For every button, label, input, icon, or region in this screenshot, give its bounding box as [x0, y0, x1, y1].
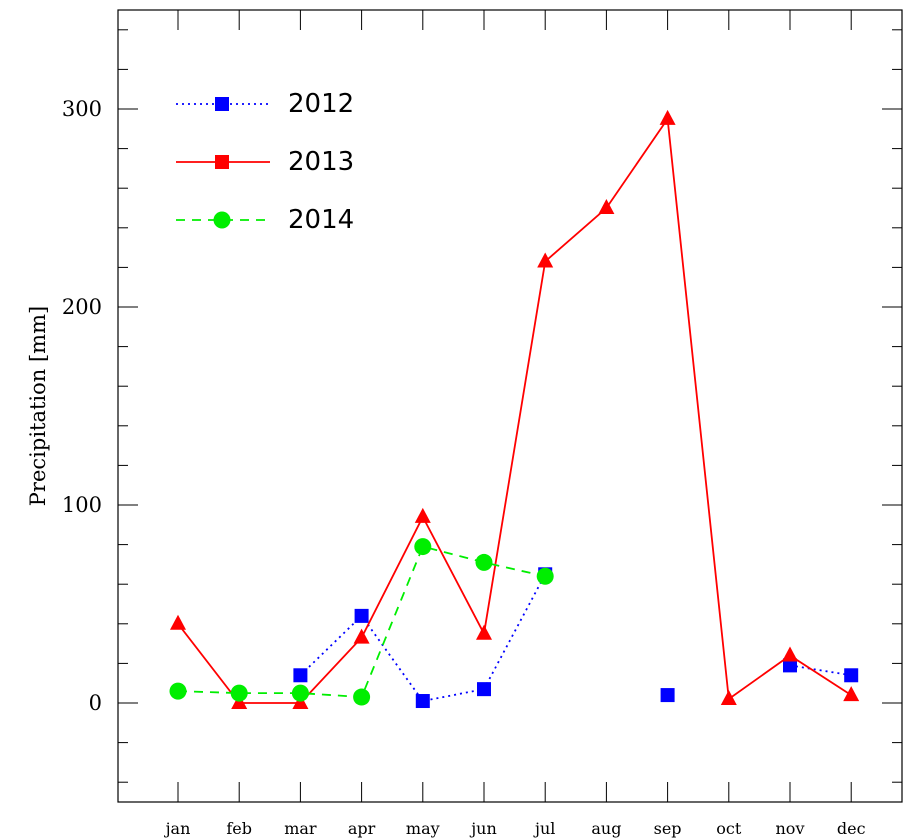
data-point-2014-apr	[353, 688, 371, 706]
series-line-2013	[177, 116, 852, 704]
legend-label: 2012	[288, 89, 354, 119]
data-point-2012-jun	[477, 682, 491, 697]
y-tick-label: 300	[62, 97, 102, 121]
data-point-2013-may	[414, 507, 431, 523]
x-tick-label: may	[406, 819, 440, 838]
data-point-2014-jul	[536, 567, 554, 585]
data-point-2013-oct	[720, 690, 737, 706]
y-tick-label: 0	[89, 691, 102, 715]
x-tick-label: mar	[284, 819, 317, 838]
legend-marker	[213, 211, 231, 229]
plot-frame	[117, 9, 903, 803]
plot-border	[117, 9, 903, 803]
series-2014	[169, 538, 554, 706]
x-tick-label: aug	[591, 819, 621, 838]
legend-item-2014: 2014	[176, 205, 354, 235]
data-point-2013-jun	[476, 624, 492, 640]
x-tick-label: jun	[469, 819, 497, 838]
y-tick-label: 100	[62, 493, 102, 517]
series-line-2012	[789, 664, 852, 677]
legend: 2012 2013 2014	[176, 89, 354, 235]
data-point-2013-jan	[170, 614, 186, 630]
y-axis-label: Precipitation [mm]	[26, 306, 50, 506]
legend-marker	[215, 97, 229, 111]
x-tick-label: sep	[654, 819, 682, 838]
data-point-2013-aug	[598, 199, 615, 214]
data-point-2013-nov	[782, 646, 798, 662]
data-point-2012-may	[415, 694, 430, 709]
legend-label: 2014	[288, 205, 354, 235]
y-tick-label: 200	[62, 295, 102, 319]
y-tick-labels: 0 100 200 300	[62, 97, 102, 715]
x-tick-label: nov	[776, 819, 805, 838]
x-tick-label: jul	[533, 819, 555, 838]
legend-item-2012: 2012	[176, 89, 354, 119]
data-point-2013-sep	[659, 109, 676, 125]
x-tick-label: oct	[716, 819, 742, 838]
data-point-2012-dec	[844, 668, 859, 683]
x-tick-label: jan	[164, 819, 191, 838]
data-point-2013-dec	[843, 686, 860, 702]
data-point-2014-feb	[230, 684, 248, 702]
series-line-2012	[299, 573, 546, 703]
data-point-2014-jan	[169, 682, 187, 700]
legend-item-2013: 2013	[176, 147, 354, 177]
data-point-2014-may	[414, 538, 432, 556]
data-point-2013-apr	[353, 628, 370, 644]
legend-label: 2013	[288, 147, 354, 177]
data-point-2012-nov	[783, 658, 797, 673]
x-tick-label: dec	[837, 819, 866, 838]
legend-marker	[215, 155, 229, 169]
x-tick-label: feb	[226, 819, 252, 838]
x-tick-label: apr	[348, 819, 376, 838]
axis-ticks	[118, 10, 902, 802]
x-tick-labels: jan feb mar apr may jun jul aug sep oct nov dec	[164, 819, 866, 838]
data-point-2012-apr	[354, 608, 369, 623]
data-point-2012-mar	[293, 668, 308, 683]
data-point-2014-mar	[291, 684, 309, 702]
data-point-2013-jul	[537, 252, 554, 268]
data-point-2014-jun	[475, 553, 493, 571]
data-series	[169, 109, 860, 709]
series-2012	[293, 567, 859, 709]
data-point-2012-sep	[660, 688, 675, 703]
series-2013	[170, 109, 860, 709]
